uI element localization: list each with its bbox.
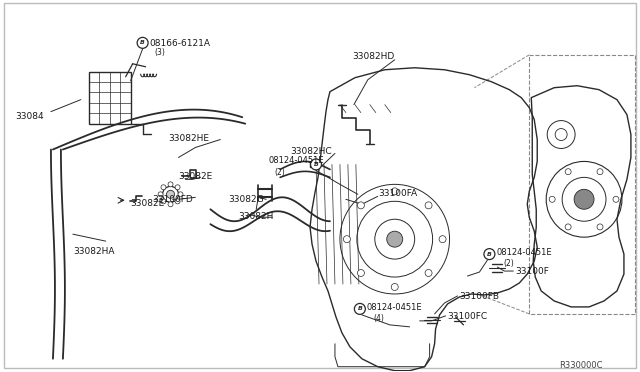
- Text: (4): (4): [374, 314, 385, 323]
- Circle shape: [355, 304, 365, 314]
- Bar: [89, 72, 131, 124]
- Circle shape: [158, 192, 163, 197]
- Circle shape: [613, 196, 619, 202]
- Circle shape: [565, 169, 571, 175]
- Circle shape: [565, 224, 571, 230]
- Circle shape: [484, 248, 495, 260]
- Circle shape: [549, 196, 555, 202]
- Circle shape: [357, 269, 364, 276]
- Circle shape: [175, 185, 180, 190]
- Text: 33100FA: 33100FA: [378, 189, 417, 198]
- Circle shape: [168, 182, 173, 187]
- Circle shape: [597, 224, 603, 230]
- Text: 33082HA: 33082HA: [73, 247, 115, 256]
- Circle shape: [161, 199, 166, 204]
- Text: (2): (2): [503, 259, 514, 268]
- Text: 33082E: 33082E: [131, 199, 165, 208]
- Circle shape: [168, 202, 173, 207]
- Text: B: B: [487, 251, 492, 257]
- Circle shape: [391, 188, 398, 195]
- Text: 33100FB: 33100FB: [460, 292, 499, 301]
- Text: B: B: [314, 162, 318, 167]
- Text: 33100FC: 33100FC: [447, 312, 488, 321]
- Circle shape: [425, 202, 432, 209]
- Circle shape: [175, 199, 180, 204]
- Text: 33082HD: 33082HD: [352, 52, 394, 61]
- Circle shape: [344, 236, 350, 243]
- Circle shape: [161, 185, 166, 190]
- Text: 33100FD: 33100FD: [152, 195, 193, 204]
- Circle shape: [597, 169, 603, 175]
- Circle shape: [574, 189, 594, 209]
- Text: (3): (3): [155, 48, 166, 57]
- Circle shape: [439, 236, 446, 243]
- Circle shape: [310, 159, 321, 170]
- Circle shape: [166, 190, 175, 198]
- Circle shape: [387, 231, 403, 247]
- Text: 08166-6121A: 08166-6121A: [150, 39, 211, 48]
- Text: (2): (2): [274, 169, 285, 177]
- Text: 08124-0451E: 08124-0451E: [268, 157, 324, 166]
- Text: B: B: [358, 307, 362, 311]
- Circle shape: [391, 283, 398, 291]
- Text: 33082H: 33082H: [238, 212, 274, 221]
- Text: 33082E: 33082E: [179, 172, 212, 182]
- Text: B: B: [140, 40, 145, 45]
- Text: 33084: 33084: [15, 112, 44, 121]
- Text: 08124-0451E: 08124-0451E: [497, 248, 552, 257]
- Circle shape: [137, 37, 148, 48]
- Circle shape: [357, 202, 364, 209]
- Circle shape: [178, 192, 183, 197]
- Text: R330000C: R330000C: [559, 361, 603, 370]
- Text: 33082G: 33082G: [228, 195, 264, 204]
- Text: 33082HC: 33082HC: [290, 147, 332, 157]
- Text: 08124-0451E: 08124-0451E: [367, 303, 422, 312]
- Text: 33082HE: 33082HE: [168, 134, 209, 142]
- Circle shape: [425, 269, 432, 276]
- Text: 33100F: 33100F: [515, 267, 549, 276]
